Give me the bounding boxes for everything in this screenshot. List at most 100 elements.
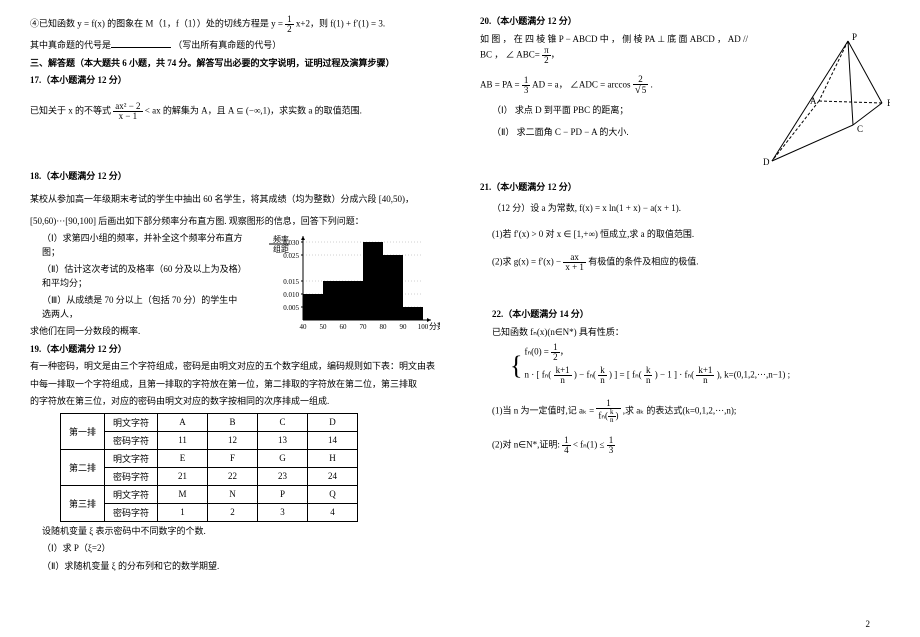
svg-text:C: C — [857, 124, 863, 134]
table-row: 第一排明文字符ABCD — [61, 413, 358, 431]
t: (2)对 n∈N*,证明: — [492, 440, 562, 450]
table-cell: C — [258, 413, 308, 431]
svg-text:40: 40 — [300, 323, 308, 331]
q21-ii: (2)求 g(x) = f′(x) − axx + 1 有极值的条件及相应的极值… — [480, 253, 890, 272]
blank — [111, 38, 171, 48]
table-cell: 13 — [258, 431, 308, 449]
table-row-label: 第三排 — [61, 485, 105, 521]
svg-text:0.030: 0.030 — [283, 239, 299, 247]
frac-ak: 1 fₙ(kn) — [596, 399, 620, 424]
pyramid-figure: P A B C D — [760, 33, 890, 173]
svg-text:80: 80 — [380, 323, 388, 331]
q18-title: 18.（本小题满分 12 分） — [30, 170, 440, 184]
q22-case1: fₙ(0) = 12， — [524, 343, 790, 362]
svg-text:B: B — [887, 98, 890, 108]
svg-text:50: 50 — [320, 323, 328, 331]
table-cell: 3 — [258, 503, 308, 521]
q19-l3: 的字符放在第三位，对应的密码由明文对应的数字按相同的次序排成一组成. — [30, 395, 440, 409]
table-cell: 明文字符 — [105, 413, 158, 431]
t: (1)当 n 为一定值时,记 aₖ = — [492, 406, 596, 416]
table-row-label: 第一排 — [61, 413, 105, 449]
table-cell: N — [208, 485, 258, 503]
t: 其中真命题的代号是 — [30, 40, 111, 50]
q19-l1: 有一种密码，明文是由三个字符组成，密码是由明文对应的五个数字组成，编码规则如下表… — [30, 360, 440, 374]
t: ), k=(0,1,2,···,n−1) ; — [717, 370, 790, 380]
t: < ax 的解集为 A，且 A ⊆ (−∞,1)，求实数 a 的取值范围. — [145, 105, 362, 115]
table-cell: Q — [308, 485, 358, 503]
table-row: 密码字符11121314 — [61, 431, 358, 449]
table-cell: D — [308, 413, 358, 431]
table-cell: E — [158, 449, 208, 467]
svg-text:A: A — [810, 96, 817, 106]
q21-title: 21.（本小题满分 12 分） — [480, 181, 890, 195]
table-cell: M — [158, 485, 208, 503]
table-row: 第三排明文字符MNPQ — [61, 485, 358, 503]
table-cell: 11 — [158, 431, 208, 449]
table-cell: 1 — [158, 503, 208, 521]
t: ,求 aₖ 的表达式(k=0,1,2,···,n); — [623, 406, 737, 416]
svg-text:0.025: 0.025 — [283, 252, 299, 260]
section-3-heading: 三、解答题（本大题共 6 小题，共 74 分。解答写出必要的文字说明，证明过程及… — [30, 57, 440, 71]
table-cell: 明文字符 — [105, 485, 158, 503]
t: (2)求 g(x) = f′(x) − — [492, 257, 563, 267]
q21-i: (1)若 f′(x) > 0 对 x ∈ [1,+∞) 恒成立,求 a 的取值范… — [480, 228, 890, 242]
table-cell: 14 — [308, 431, 358, 449]
table-cell: F — [208, 449, 258, 467]
frac-arccos: 2√5 — [633, 75, 649, 96]
table-cell: 24 — [308, 467, 358, 485]
q22-case2: n · [ fₙ( k+1n ) − fₙ( kn ) ] = [ fₙ( kn… — [524, 366, 790, 385]
table-cell: A — [158, 413, 208, 431]
q20-ii: （Ⅱ） 求二面角 C − PD − A 的大小. — [480, 126, 750, 140]
table-cell: 密码字符 — [105, 431, 158, 449]
t: ④已知函数 y = f(x) 的图象在 M（1，f（1））处的切线方程是 y = — [30, 19, 285, 29]
q19-l2: 中每一排取一个字符组成，且第一排取的字符放在第一位，第二排取的字符放在第二位，第… — [30, 378, 440, 392]
table-cell: 4 — [308, 503, 358, 521]
q22-ii: (2)对 n∈N*,证明: 14 < fₙ(1) ≤ 13 — [480, 436, 890, 455]
t: ) − fₙ( — [574, 370, 598, 380]
t: ) ] = [ fₙ( — [609, 370, 644, 380]
svg-text:分数: 分数 — [429, 321, 440, 331]
q22-cases: { fₙ(0) = 12， n · [ fₙ( k+1n ) − fₙ( kn … — [498, 343, 890, 389]
svg-text:0.005: 0.005 — [283, 304, 299, 312]
t: 有极值的条件及相应的极值. — [588, 257, 698, 267]
table-cell: 21 — [158, 467, 208, 485]
table-cell: H — [308, 449, 358, 467]
q20-l2: AB = PA = 13 AD = a， ∠ADC = arccos 2√5 . — [480, 75, 750, 96]
svg-text:100: 100 — [418, 323, 429, 331]
t: 如 图 ， 在 四 棱 锥 P − ABCD 中 ， 侧 棱 PA ⊥ 底 面 … — [480, 34, 748, 60]
svg-text:P: P — [852, 33, 857, 42]
t: AD = a， ∠ADC = arccos — [532, 80, 633, 90]
q19-rand: 设随机变量 ξ 表示密码中不同数字的个数. — [30, 525, 440, 539]
svg-text:70: 70 — [360, 323, 368, 331]
t: 已知关于 x 的不等式 — [30, 105, 113, 115]
q22-i: (1)当 n 为一定值时,记 aₖ = 1 fₙ(kn) ,求 aₖ 的表达式(… — [480, 399, 890, 424]
truth-line: 其中真命题的代号是 （写出所有真命题的代号） — [30, 38, 440, 53]
q18-i: （Ⅰ）求第四小组的频率，并补全这个频率分布直方图； — [30, 232, 245, 259]
cipher-table: 第一排明文字符ABCD密码字符11121314第二排明文字符EFGH密码字符21… — [60, 413, 358, 522]
table-cell: G — [258, 449, 308, 467]
table-cell: P — [258, 485, 308, 503]
t: n · [ fₙ( — [524, 370, 553, 380]
svg-text:0.010: 0.010 — [283, 291, 299, 299]
t: （写出所有真命题的代号） — [173, 40, 281, 50]
q18-iii-b: 求他们在同一分数段的概率. — [30, 325, 245, 339]
table-row: 第二排明文字符EFGH — [61, 449, 358, 467]
t: fₙ(0) = — [524, 347, 551, 357]
table-cell: 23 — [258, 467, 308, 485]
q18-l1: 某校从参加高一年级期末考试的学生中抽出 60 名学生，将其成绩（均为整数）分成六… — [30, 193, 440, 207]
q20-title: 20.（本小题满分 12 分） — [480, 15, 890, 29]
table-cell: 2 — [208, 503, 258, 521]
q17-title: 17.（本小题满分 12 分） — [30, 74, 440, 88]
table-row: 密码字符21222324 — [61, 467, 358, 485]
q18-iii-a: （Ⅲ）从成绩是 70 分以上（包括 70 分）的学生中选两人， — [30, 294, 245, 321]
q19-i: （Ⅰ）求 P（ξ=2） — [30, 542, 440, 556]
svg-text:D: D — [763, 157, 770, 167]
t: < fₙ(1) ≤ — [573, 440, 607, 450]
q19-title: 19.（本小题满分 12 分） — [30, 343, 440, 357]
frac-third: 13 — [522, 76, 531, 95]
svg-text:0.015: 0.015 — [283, 278, 299, 286]
frac-half: 12 — [285, 15, 294, 34]
page-number: 2 — [866, 619, 871, 629]
svg-text:90: 90 — [400, 323, 408, 331]
q18-l2: [50,60)···[90,100] 后画出如下部分频率分布直方图. 观察图形的… — [30, 215, 440, 229]
